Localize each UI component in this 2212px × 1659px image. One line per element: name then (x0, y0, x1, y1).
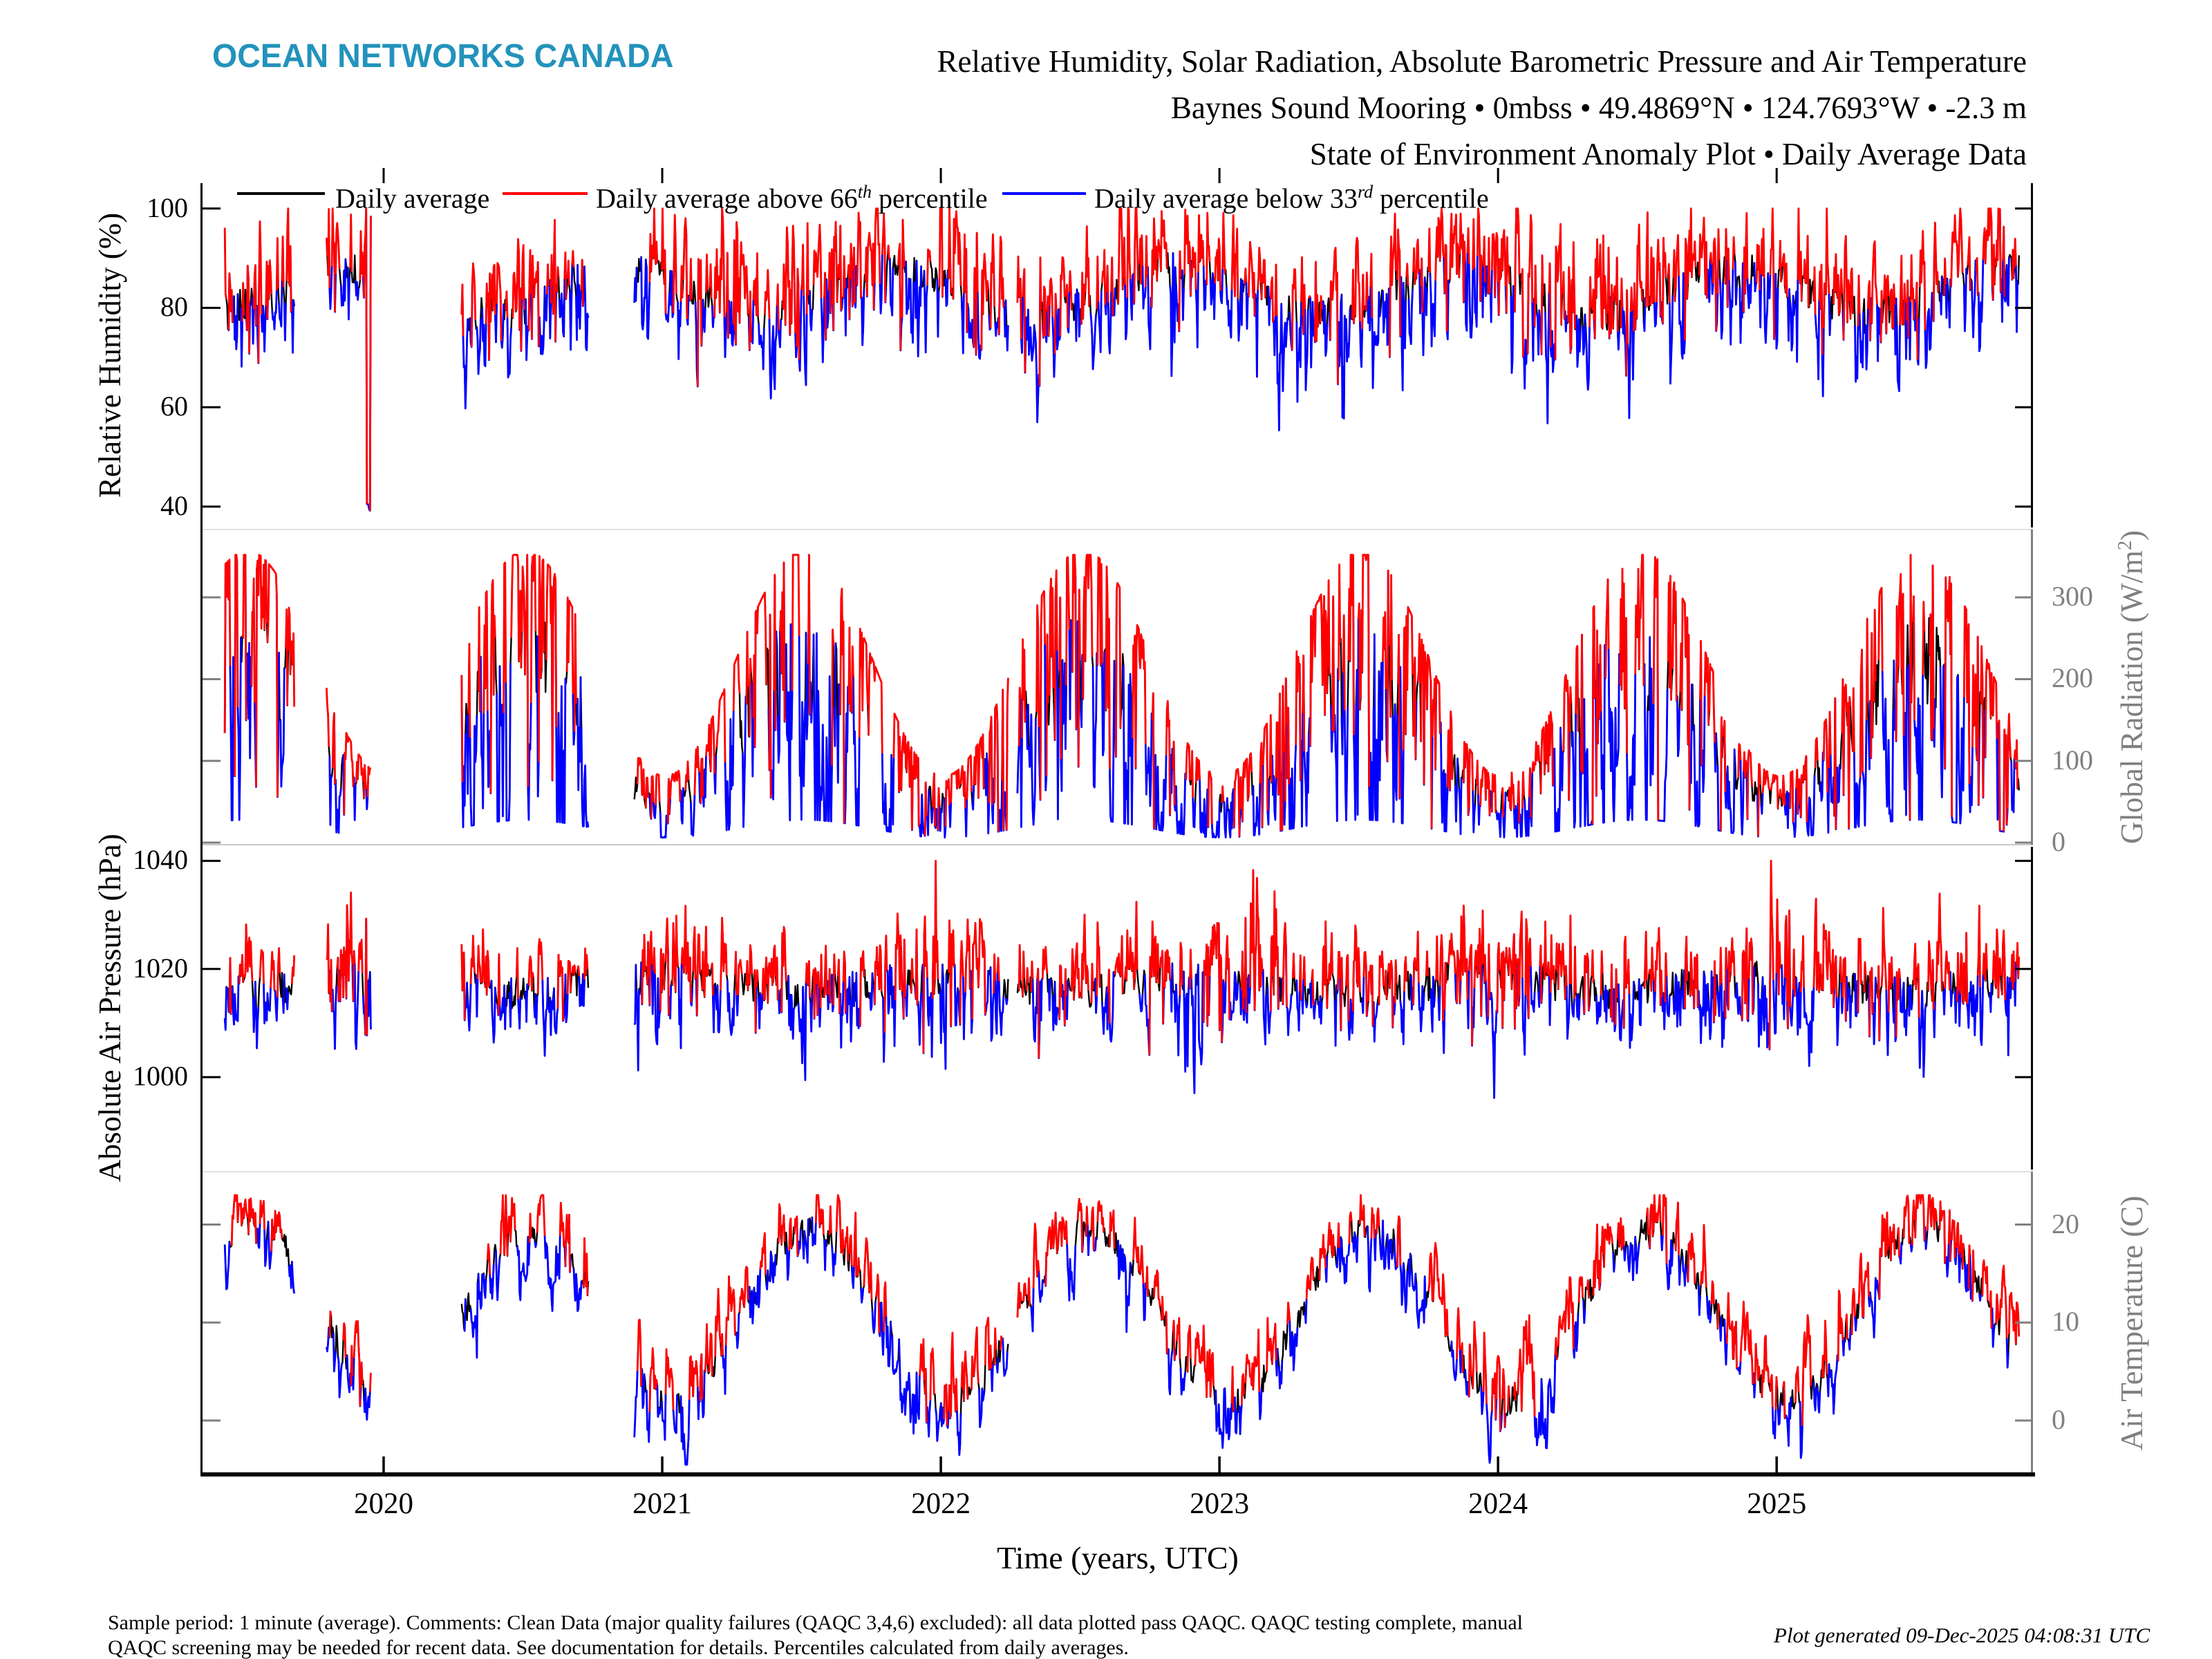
x-tick-label: 2021 (632, 1488, 693, 1520)
x-axis-label: Time (years, UTC) (997, 1540, 1239, 1575)
legend-label-below-33rd: Daily average below 33rd percentile (1094, 177, 1489, 214)
y-axis-label-text: Relative Humidity (%) (93, 212, 127, 498)
footer-comment-line-1: Sample period: 1 minute (average). Comme… (108, 1611, 1523, 1634)
plot-title-line-3: State of Environment Anomaly Plot • Dail… (1309, 137, 2027, 171)
x-axis-line (200, 1472, 2035, 1477)
legend-line-above-66th (503, 192, 588, 195)
x-tick-label: 2023 (1190, 1488, 1250, 1520)
legend-text: Daily average below 33 (1094, 182, 1358, 214)
series-above-66th-absolute-air-pressure (228, 859, 2021, 1058)
y-axis-label-text: ) (2115, 530, 2149, 541)
y-tick-label-absolute-air-pressure: 1040 (133, 844, 188, 876)
legend-label-above-66th: Daily average above 66th percentile (596, 177, 988, 214)
y-axis-label-text: Absolute Air Pressure (hPa) (93, 834, 127, 1182)
y-tick-label-relative-humidity: 60 (160, 391, 188, 422)
y-axis-label-relative-humidity: Relative Humidity (%) (84, 79, 127, 632)
legend-line-below-33rd (1002, 192, 1086, 195)
legend-text: percentile (1373, 182, 1489, 214)
legend-label-daily-average: Daily average (335, 177, 489, 214)
y-axis-label-sup: 2 (2115, 541, 2136, 551)
y-tick-label-absolute-air-pressure: 1000 (133, 1060, 188, 1092)
series-above-66th-relative-humidity (223, 207, 2017, 511)
y-axis-label-air-pressure: Absolute Air Pressure (hPa) (84, 731, 127, 1284)
y-tick-label-air-temperature: 20 (2052, 1208, 2079, 1239)
legend-sup: rd (1357, 182, 1374, 202)
y-tick-label-global-radiation: 100 (2052, 744, 2093, 776)
legend-line-daily-average (237, 192, 325, 195)
y-tick-label-absolute-air-pressure: 1020 (133, 952, 188, 984)
y-tick-label-relative-humidity: 100 (147, 191, 188, 223)
legend-text: Daily average above 66 (596, 182, 858, 214)
x-tick-label: 2020 (353, 1488, 413, 1520)
x-tick-label: 2024 (1468, 1488, 1528, 1520)
plot-generated-timestamp: Plot generated 09-Dec-2025 04:08:31 UTC (1774, 1623, 2150, 1647)
y-tick-label-global-radiation: 300 (2052, 581, 2093, 612)
plot-title-line-1: Relative Humidity, Solar Radiation, Abso… (937, 44, 2027, 79)
y-tick-label-relative-humidity: 40 (160, 489, 188, 521)
footer-comment-line-2: QAQC screening may be needed for recent … (108, 1636, 1129, 1659)
onc-logo: OCEAN NETWORKS CANADA (212, 38, 674, 75)
y-tick-label-global-radiation: 0 (2052, 826, 2065, 858)
series-above-66th-global-radiation (223, 554, 2018, 837)
y-tick-label-air-temperature: 10 (2052, 1306, 2079, 1338)
x-tick-label: 2025 (1747, 1488, 1807, 1520)
legend-text: Daily average (335, 182, 490, 214)
plot-title: Relative Humidity, Solar Radiation, Abso… (937, 39, 2027, 178)
x-tick-label: 2022 (911, 1488, 971, 1520)
y-tick-label-global-radiation: 200 (2052, 662, 2093, 694)
plot-title-line-2: Baynes Sound Mooring • 0mbss • 49.4869°N… (1170, 91, 2027, 125)
series-above-66th-air-temperature (230, 1194, 2021, 1432)
y-tick-label-air-temperature: 0 (2052, 1404, 2065, 1436)
legend-sup: th (857, 182, 872, 202)
y-tick-label-relative-humidity: 80 (160, 291, 188, 323)
legend-text: percentile (871, 182, 988, 214)
